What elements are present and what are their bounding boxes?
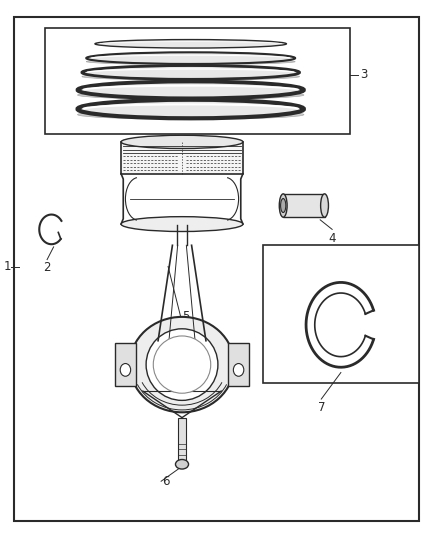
Text: 1: 1: [4, 260, 11, 273]
Ellipse shape: [281, 198, 286, 213]
Bar: [228, 343, 250, 386]
Text: 5: 5: [182, 310, 189, 324]
Circle shape: [233, 364, 244, 376]
Ellipse shape: [78, 100, 304, 118]
Bar: [178, 418, 186, 460]
Bar: [283, 194, 325, 217]
Bar: [45, 28, 350, 134]
Ellipse shape: [176, 459, 188, 469]
Text: 3: 3: [360, 68, 368, 81]
Ellipse shape: [86, 59, 295, 64]
Text: 6: 6: [162, 475, 170, 488]
Ellipse shape: [279, 194, 287, 217]
Text: 7: 7: [318, 401, 325, 414]
Ellipse shape: [130, 317, 234, 413]
Ellipse shape: [146, 329, 218, 400]
Ellipse shape: [321, 194, 328, 217]
Text: 2: 2: [43, 261, 51, 274]
Ellipse shape: [78, 82, 304, 99]
Bar: [262, 245, 419, 383]
Ellipse shape: [82, 73, 300, 80]
Ellipse shape: [121, 135, 243, 149]
Bar: [121, 142, 243, 174]
Ellipse shape: [82, 66, 300, 79]
Ellipse shape: [153, 336, 211, 393]
Ellipse shape: [78, 110, 304, 119]
Ellipse shape: [86, 52, 295, 64]
Ellipse shape: [121, 216, 243, 231]
Ellipse shape: [78, 91, 304, 99]
Ellipse shape: [95, 39, 286, 48]
Circle shape: [120, 364, 131, 376]
Text: 4: 4: [328, 232, 336, 245]
Bar: [115, 343, 136, 386]
